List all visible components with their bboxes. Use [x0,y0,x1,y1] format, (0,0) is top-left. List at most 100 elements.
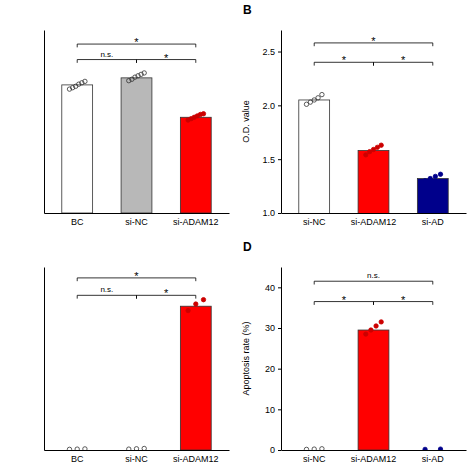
bar [299,450,330,451]
point [428,176,432,180]
plot-area: BCsi-NCsi-ADAM12*n.s.* [45,268,230,465]
brackets: *n.s.* [77,36,196,63]
tick-label: si-NC [125,217,148,227]
bracket-label: * [401,54,406,66]
tick: 30 [265,323,281,333]
tick-mark [278,328,281,329]
bar [121,450,152,451]
brackets: *** [314,35,433,66]
tick-label: si-NC [125,454,148,464]
bar [358,330,389,450]
point [379,320,383,324]
point [312,447,316,450]
bar [417,179,448,213]
tick-label: si-ADAM12 [173,454,219,464]
tick: si-ADAM12 [351,454,397,464]
tick-label: 40 [265,283,275,293]
bar [180,117,211,213]
point [438,447,442,450]
bracket-label: * [134,270,139,282]
axis-line [44,31,45,214]
x-axis: BC si-NC si-ADAM12 [45,451,230,465]
tick: si-ADAM12 [173,454,219,464]
point [201,112,205,116]
axis-line [44,268,45,451]
brackets: *n.s.* [77,270,196,299]
marks [67,297,211,450]
tick-label: 2.5 [262,47,275,57]
tick-label: 20 [265,364,275,374]
x-axis: si-NCsi-ADAM12si-AD [282,451,467,465]
tick: BC [71,217,84,227]
x-axis: si-NC si-ADAM12 si-AD [282,214,467,228]
point [67,447,71,450]
tick: si-AD [422,217,444,227]
tick-label: 10 [265,405,275,415]
point [73,84,77,88]
panel: BCsi-NCsi-ADAM12*n.s.* [45,268,230,465]
bar [299,100,330,213]
panel: BCsi-NCsi-ADAM12*n.s.* [45,31,230,228]
point [130,77,134,81]
panel-label: B [243,3,252,17]
tick: si-NC [125,454,148,464]
marks [299,92,448,213]
tick: 10 [265,405,281,415]
tick-label: 2.0 [262,101,275,111]
point [433,174,437,178]
y-axis-title: O.D. value [241,100,251,143]
marks [304,320,442,450]
point [194,302,198,306]
bar [121,78,152,213]
tick-mark [278,159,281,160]
tick-mark [278,450,281,451]
bracket-label: * [164,52,169,64]
tick-mark [278,369,281,370]
axis-line [282,450,467,451]
point [316,96,320,100]
bracket-label: * [371,35,376,47]
bracket [77,295,136,298]
tick-label: 1.0 [262,208,275,218]
axis-line [281,268,282,451]
tick-label: si-ADAM12 [351,217,397,227]
tick-label: BC [71,454,84,464]
point [142,71,146,75]
bracket-label: n.s. [100,285,113,294]
plot-area: si-NCsi-ADAM12si-AD010203040Apoptosis ra… [241,268,467,465]
bracket-label: * [342,294,347,306]
tick-label: si-AD [422,217,444,227]
point [127,447,131,450]
point [75,447,79,450]
axis-line [281,31,282,214]
tick-label: 0 [270,445,275,455]
tick-mark [278,409,281,410]
tick-label: BC [71,217,84,227]
tick-mark [278,52,281,53]
axis-line [45,450,230,451]
plot-area: si-NC si-ADAM12 si-AD 1.0 1.5 2.0 2.5 O.D. valu… [241,31,467,321]
tick: si-ADAM12 [351,217,397,227]
marks [62,71,211,213]
tick: 0 [270,445,281,455]
point [364,153,368,157]
tick-label: si-NC [303,217,326,227]
bracket-label: * [134,36,139,48]
point [364,332,368,336]
point [142,446,146,450]
tick: 40 [265,283,281,293]
point [83,79,87,83]
tick-label: 1.5 [262,155,275,165]
tick-mark [278,213,281,214]
panel: si-NCsi-ADAM12si-AD010203040Apoptosis ra… [241,240,467,464]
point [83,447,87,450]
y-axis [44,31,45,214]
bar [62,450,93,451]
point [374,324,378,328]
tick: 20 [265,364,281,374]
tick-mark [278,105,281,106]
tick: si-NC [303,217,326,227]
figure: BCsi-NCsi-ADAM12*n.s.*si-NCsi-ADAM12si-A… [0,0,474,474]
bar [180,306,211,450]
y-axis [44,268,45,451]
